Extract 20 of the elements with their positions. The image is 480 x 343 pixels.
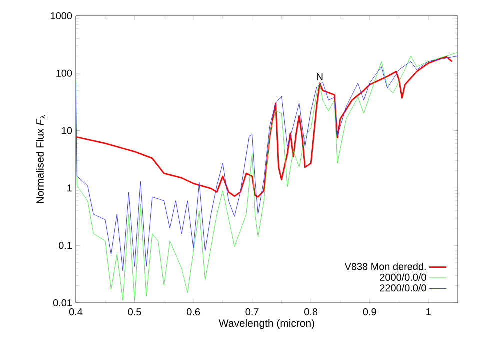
- x-tick-label: 0.7: [246, 308, 259, 316]
- y-tick-label: 100: [56, 70, 72, 77]
- y-tick-label: 0.1: [59, 242, 72, 250]
- legend-label: V838 Mon deredd.: [344, 262, 426, 270]
- x-tick-label: 1: [426, 308, 431, 316]
- line-series: [76, 56, 453, 198]
- y-tick-label: 1000: [51, 12, 72, 20]
- y-axis-title: Normalised Flux F$_{λ}$: [36, 115, 46, 204]
- y-tick-label: 10: [62, 127, 72, 134]
- y-tick-label: 0.01: [53, 299, 72, 307]
- legend-label: 2200/0.0/0: [380, 284, 426, 292]
- x-axis-title: Wavelength (micron): [218, 319, 314, 330]
- x-tick-label: 0.4: [69, 308, 83, 316]
- x-tick-label: 0.8: [304, 308, 318, 316]
- annotation: N: [317, 73, 323, 80]
- y-tick-label: 1: [68, 184, 72, 192]
- x-tick-label: 0.6: [187, 308, 200, 316]
- legend-label: 2000/0.0/0: [380, 274, 426, 281]
- x-tick-label: 0.9: [363, 308, 376, 316]
- x-tick-label: 0.5: [128, 308, 142, 316]
